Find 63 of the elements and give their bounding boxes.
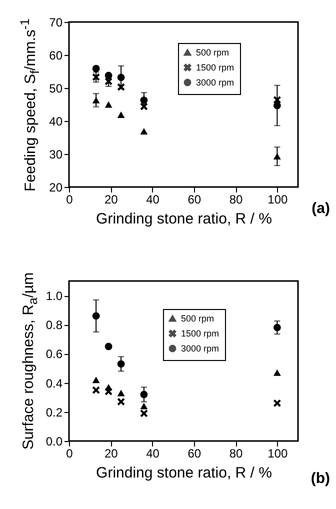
legend-label: 500 rpm (196, 48, 230, 58)
point (117, 390, 125, 396)
legend-label: 1500 rpm (181, 328, 220, 338)
point (140, 128, 148, 134)
point (140, 96, 148, 104)
x-tick-label: 80 (229, 192, 244, 206)
x-tick-label: 20 (104, 446, 118, 460)
point (92, 312, 100, 320)
point (273, 399, 281, 407)
x-tick-label: 100 (268, 192, 288, 206)
text: (a) (312, 200, 330, 217)
point (140, 402, 148, 410)
point (104, 101, 112, 108)
y-tick-label: 1.0 (46, 289, 63, 304)
point (117, 112, 125, 118)
x-tick-label: 0 (66, 446, 74, 460)
x-tick-label: 40 (146, 192, 160, 206)
y-tick-label: 70 (49, 16, 63, 30)
y-tick-label: 0.0 (46, 434, 63, 448)
point (273, 369, 281, 376)
x-tick-label: 40 (146, 446, 160, 460)
point (117, 83, 125, 91)
y-tick-label: 30 (49, 148, 63, 162)
y-tick-label: 60 (49, 48, 63, 62)
point (104, 388, 112, 396)
x-tick-label: 60 (188, 446, 202, 460)
point (92, 376, 100, 384)
y-tick-label: 0.8 (46, 318, 63, 332)
x-axis-title: Grinding stone ratio, R / % (96, 210, 272, 228)
point (117, 360, 125, 368)
y-tick-label: 20 (49, 180, 63, 194)
x-tick-label: 60 (188, 192, 202, 206)
y-tick-label: 0.2 (46, 405, 63, 420)
point (140, 102, 148, 110)
y-tick-label: 40 (49, 114, 63, 128)
point (92, 97, 100, 104)
point (117, 398, 125, 406)
point (273, 324, 281, 332)
point (104, 72, 112, 80)
point (117, 74, 125, 82)
legend-label: 3000 rpm (181, 344, 220, 354)
x-tick-label: 20 (104, 192, 118, 206)
legend-label: 500 rpm (181, 314, 214, 324)
point (140, 410, 148, 418)
legend-label: 3000 rpm (196, 78, 234, 88)
point (104, 78, 112, 86)
y-tick-label: 50 (49, 82, 63, 96)
point (92, 386, 100, 394)
x-tick-label: 80 (229, 446, 244, 460)
point (273, 96, 281, 104)
x-tick-label: 100 (268, 446, 288, 460)
text: (b) (310, 470, 330, 487)
point (273, 102, 281, 110)
point (104, 342, 112, 350)
legend-label: 1500 rpm (196, 62, 234, 72)
point (92, 73, 100, 81)
point (273, 153, 281, 160)
y-tick-label: 0.4 (46, 376, 63, 390)
y-tick-label: 0.6 (46, 347, 63, 362)
point (140, 390, 148, 398)
x-axis-title: Grinding stone ratio, R / % (96, 464, 272, 482)
point (92, 64, 100, 72)
x-tick-label: 0 (66, 192, 74, 206)
